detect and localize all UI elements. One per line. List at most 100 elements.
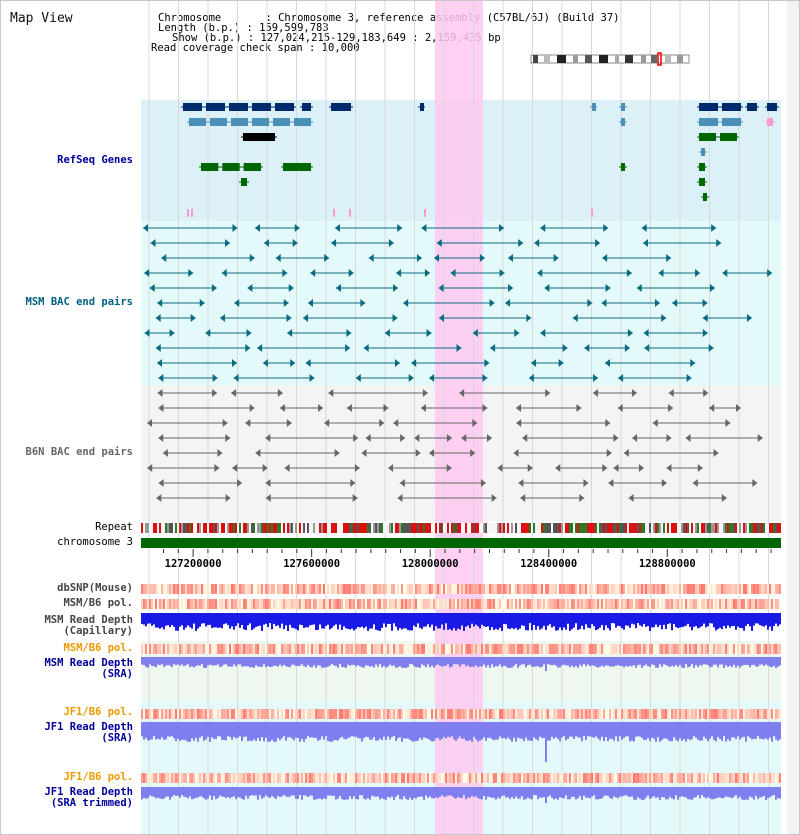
- gene-exon: [222, 163, 240, 171]
- dbsnp-cell: [263, 584, 265, 594]
- msm-sra-depth-bar: [367, 657, 369, 666]
- msm-b6-pol-cell: [461, 599, 463, 609]
- msm-b6-pol-cell: [479, 599, 481, 609]
- dbsnp-cell: [277, 584, 279, 594]
- jf1-b6-pol-cell: [377, 709, 379, 719]
- jf1-b6-pol2-cell: [455, 773, 457, 783]
- msm-b6-pol-cell: [213, 599, 215, 609]
- repeat-segment: [299, 523, 301, 533]
- track-label-refseq[interactable]: RefSeq Genes: [57, 154, 133, 166]
- dbsnp-cell: [685, 584, 687, 594]
- jf1-b6-pol-cell: [405, 709, 407, 719]
- jf1-trimmed-depth-bar: [431, 787, 433, 799]
- msm-b6-pol2-cell: [211, 644, 213, 654]
- msm-b6-pol2-cell: [767, 644, 769, 654]
- msm-b6-pol2-cell: [167, 644, 169, 654]
- jf1-b6-pol-cell: [177, 709, 179, 719]
- gene-exon: [252, 118, 269, 126]
- jf1-trimmed-depth-bar: [533, 787, 535, 796]
- track-label-msm-bac[interactable]: MSM BAC end pairs: [25, 296, 133, 308]
- dbsnp-cell: [551, 584, 553, 594]
- pair-end: [540, 329, 546, 337]
- msm-capillary-depth-bar: [505, 613, 507, 625]
- jf1-b6-pol2-cell: [311, 773, 313, 783]
- msm-b6-pol2-cell: [313, 644, 315, 654]
- msm-b6-pol-cell: [593, 599, 595, 609]
- msm-b6-pol-cell: [579, 599, 581, 609]
- msm-capillary-depth-bar: [585, 613, 587, 625]
- msm-capillary-depth-bar: [453, 613, 455, 629]
- jf1-sra-depth-bar: [525, 722, 527, 738]
- jf1-trimmed-depth-bar: [197, 787, 199, 798]
- jf1-b6-pol-cell: [233, 709, 235, 719]
- msm-sra-depth-bar: [143, 657, 145, 666]
- repeat-segment: [157, 523, 159, 533]
- dbsnp-cell: [219, 584, 221, 594]
- jf1-b6-pol2-cell: [625, 773, 627, 783]
- jf1-b6-pol-cell: [245, 709, 247, 719]
- msm-b6-pol2-cell: [395, 644, 397, 654]
- jf1-trimmed-depth-bar: [687, 787, 689, 800]
- jf1-trimmed-depth-bar: [643, 787, 645, 800]
- jf1-trimmed-depth-bar: [777, 787, 779, 799]
- jf1-trimmed-depth-bar: [159, 787, 161, 799]
- dbsnp-cell: [655, 584, 657, 594]
- jf1-b6-pol2-cell: [225, 773, 227, 783]
- pair-end: [450, 269, 456, 277]
- jf1-sra-depth-bar: [143, 722, 145, 740]
- dbsnp-cell: [541, 584, 543, 594]
- jf1-b6-pol2-cell: [157, 773, 159, 783]
- jf1-b6-pol-cell: [523, 709, 525, 719]
- msm-capillary-depth-bar: [563, 613, 565, 628]
- msm-sra-depth-bar: [149, 657, 151, 665]
- jf1-b6-pol-cell: [537, 709, 539, 719]
- gene-exon: [621, 118, 625, 126]
- jf1-b6-pol2-cell: [303, 773, 305, 783]
- jf1-b6-pol-cell: [681, 709, 683, 719]
- jf1-b6-pol-cell: [263, 709, 265, 719]
- jf1-b6-pol2-cell: [527, 773, 529, 783]
- repeat-segment: [339, 523, 341, 533]
- jf1-trimmed-depth-bar: [347, 787, 349, 800]
- msm-b6-pol-cell: [441, 599, 443, 609]
- track-label-b6n-bac[interactable]: B6N BAC end pairs: [25, 446, 133, 458]
- msm-capillary-depth-bar: [297, 613, 299, 631]
- msm-b6-pol-cell: [635, 599, 637, 609]
- dbsnp-cell: [681, 584, 683, 594]
- msm-b6-pol-cell: [403, 599, 405, 609]
- jf1-b6-pol2-cell: [717, 773, 719, 783]
- msm-sra-depth-bar: [319, 657, 321, 666]
- pair-end: [479, 254, 485, 262]
- jf1-sra-depth-bar: [709, 722, 711, 739]
- jf1-trimmed-depth-bar: [211, 787, 213, 800]
- jf1-trimmed-depth-bar: [735, 787, 737, 796]
- jf1-b6-pol-cell: [687, 709, 689, 719]
- msm-b6-pol-cell: [551, 599, 553, 609]
- jf1-b6-pol2-cell: [489, 773, 491, 783]
- msm-bac-pair: [672, 299, 708, 307]
- jf1-b6-pol2-cell: [565, 773, 567, 783]
- msm-sra-depth-bar: [695, 657, 697, 665]
- dbsnp-cell: [495, 584, 497, 594]
- msm-capillary-depth-bar: [185, 613, 187, 628]
- pair-end: [558, 359, 564, 367]
- dbsnp-cell: [401, 584, 403, 594]
- msm-b6-pol-cell: [733, 599, 735, 609]
- repeat-segment: [699, 523, 701, 533]
- repeat-segment: [509, 523, 511, 533]
- jf1-sra-depth-bar: [771, 722, 773, 742]
- msm-sra-depth-bar: [329, 657, 331, 666]
- msm-b6-pol-cell: [255, 599, 257, 609]
- msm-capillary-depth-bar: [245, 613, 247, 631]
- jf1-trimmed-depth-bar: [775, 787, 777, 800]
- jf1-b6-pol-cell: [213, 709, 215, 719]
- repeat-segment: [219, 523, 221, 533]
- jf1-sra-depth-bar: [187, 722, 189, 742]
- jf1-sra-depth-bar: [543, 722, 545, 739]
- repeat-segment: [529, 523, 531, 533]
- msm-b6-pol-cell: [683, 599, 685, 609]
- jf1-sra-depth-bar: [407, 722, 409, 739]
- msm-capillary-depth-bar: [719, 613, 721, 628]
- gene-exon: [767, 118, 773, 126]
